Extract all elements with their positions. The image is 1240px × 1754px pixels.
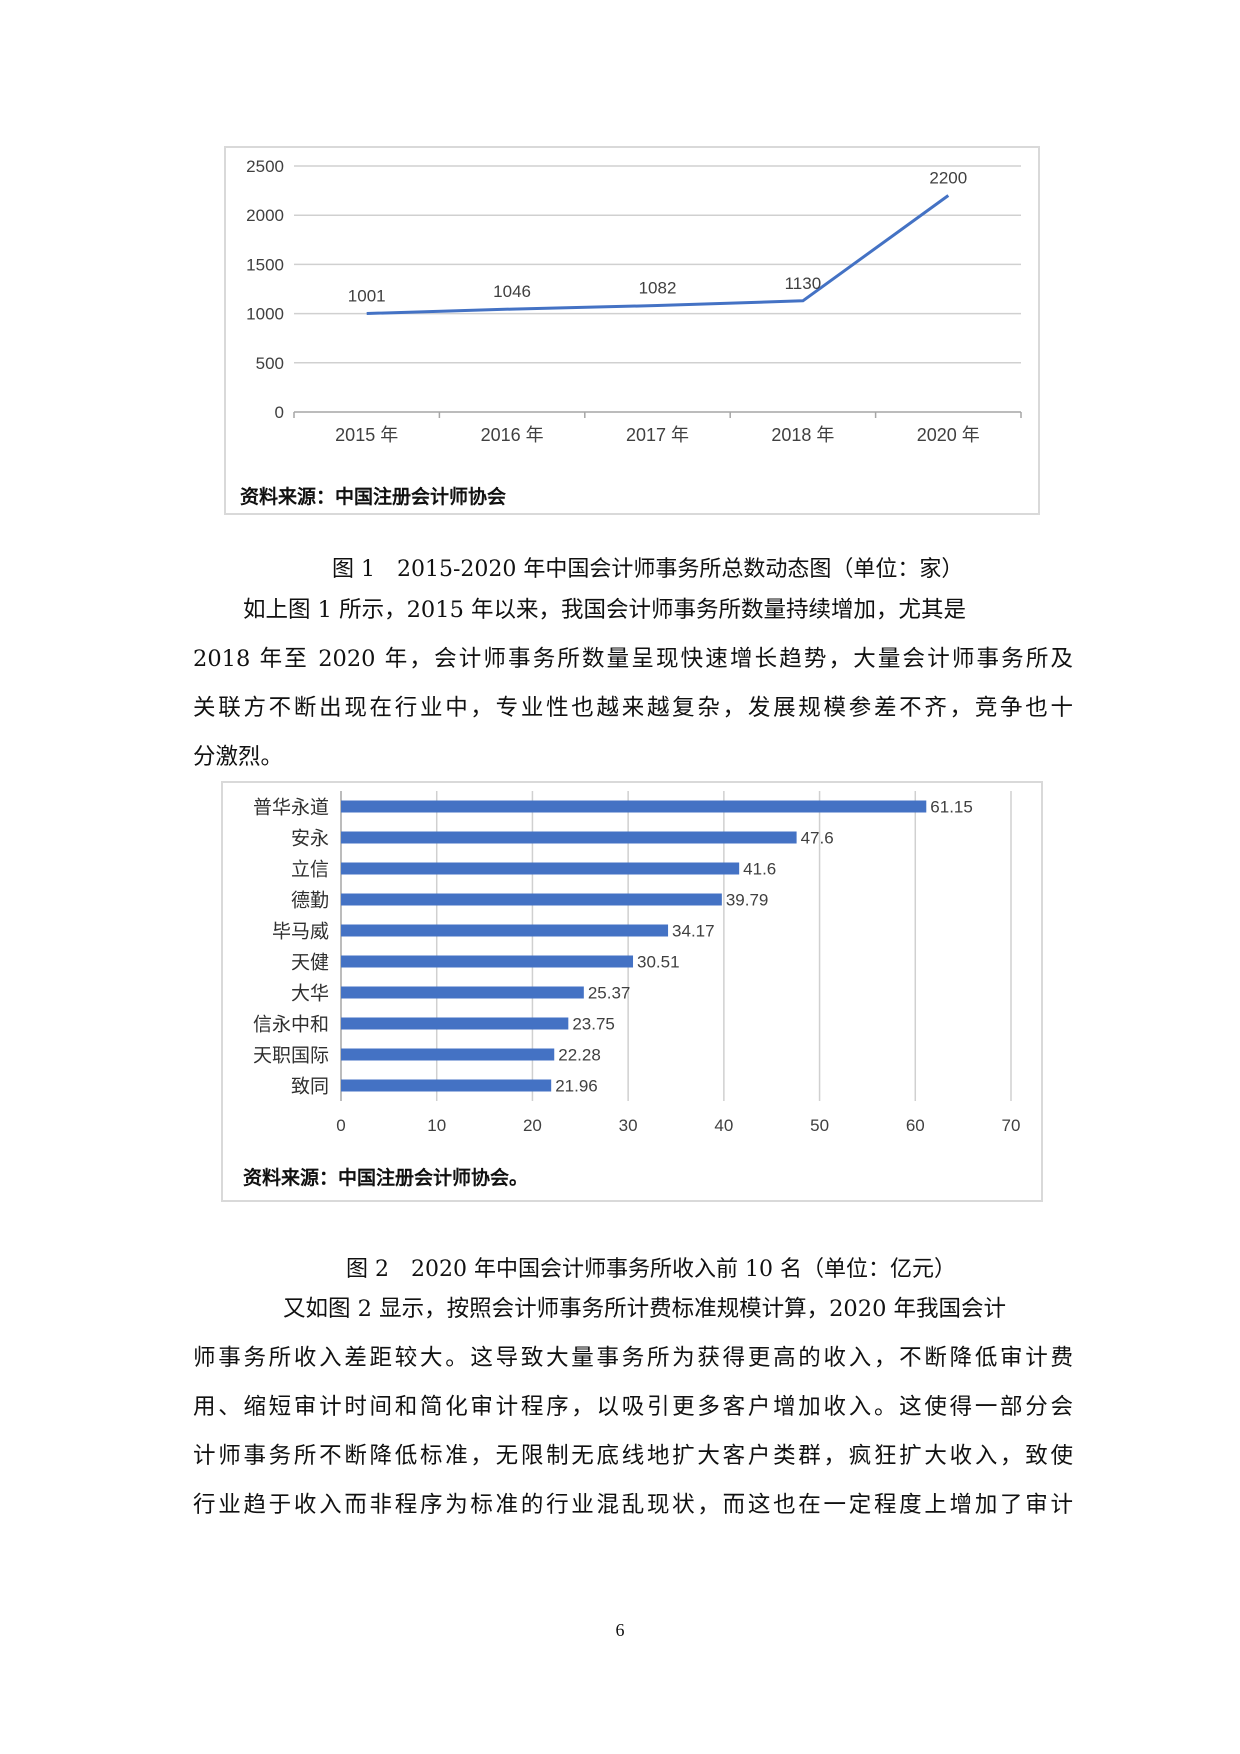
x-tick-label: 0 (336, 1116, 345, 1135)
x-tick-label: 2017 年 (626, 425, 689, 445)
bar (341, 1048, 555, 1061)
data-label: 2200 (929, 169, 967, 188)
category-label: 大华 (291, 983, 329, 1005)
paragraph-1: 如上图 1 所示，2015 年以来，我国会计师事务所数量持续增加，尤其是 201… (193, 586, 1073, 782)
category-label: 德勤 (291, 890, 329, 912)
chart2-bar-chart: 0 10 20 30 40 50 60 70 普华永道 61.15 安永 47.6 立信 41.6 德勤 39… (253, 791, 1021, 1135)
data-label: 1001 (348, 287, 386, 306)
bar (341, 924, 669, 937)
chart2-container: 0 10 20 30 40 50 60 70 普华永道 61.15 安永 47.6 立信 41.6 德勤 39… (221, 781, 1043, 1202)
chart1-container: 0 500 1000 1500 2000 2500 2015 年 2016 年 2017 年 20… (224, 146, 1040, 515)
bar (341, 893, 722, 906)
data-label: 25.37 (588, 984, 631, 1003)
y-tick-label: 1500 (246, 255, 284, 274)
category-label: 普华永道 (253, 797, 329, 819)
paragraph-2-line: 用、缩短审计时间和简化审计程序，以吸引更多客户增加收入。这使得一部分会 (193, 1394, 1073, 1420)
bar (341, 831, 797, 844)
x-tick-label: 70 (1002, 1116, 1021, 1135)
category-label: 毕马威 (272, 921, 329, 943)
data-label: 23.75 (572, 1015, 615, 1034)
chart1-source-note: 资料来源：中国注册会计师协会 (240, 486, 507, 508)
paragraph-2-line: 又如图 2 显示，按照会计师事务所计费标准规模计算，2020 年我国会计 (283, 1296, 1007, 1322)
paragraph-1-line: 关联方不断出现在行业中，专业性也越来越复杂，发展规模参差不齐，竞争也十 (193, 695, 1073, 721)
x-tick-label: 2018 年 (771, 425, 834, 445)
x-tick-label: 60 (906, 1116, 925, 1135)
category-label: 天健 (291, 952, 329, 974)
figure1-caption: 图 1 2015-2020 年中国会计师事务所总数动态图（单位：家） (332, 557, 964, 582)
paragraph-1-line: 分激烈。 (193, 744, 284, 770)
bar (341, 800, 927, 813)
x-tick-label: 40 (714, 1116, 733, 1135)
y-tick-label: 2500 (246, 157, 284, 176)
data-label: 47.6 (801, 829, 834, 848)
category-label: 致同 (291, 1076, 329, 1098)
y-tick-label: 500 (256, 354, 284, 373)
bar (341, 986, 584, 999)
data-label: 1130 (785, 274, 822, 293)
x-tick-label: 20 (523, 1116, 542, 1135)
category-label: 立信 (291, 859, 329, 881)
x-tick-label: 2015 年 (335, 425, 398, 445)
bar (341, 1079, 552, 1092)
paragraph-2: 又如图 2 显示，按照会计师事务所计费标准规模计算，2020 年我国会计 师事务… (193, 1285, 1073, 1530)
x-tick-label: 10 (427, 1116, 446, 1135)
chart2-source-note: 资料来源：中国注册会计师协会。 (243, 1167, 529, 1189)
y-tick-label: 2000 (246, 206, 284, 225)
chart1-line-chart: 0 500 1000 1500 2000 2500 2015 年 2016 年 2017 年 20… (246, 157, 1022, 445)
bar (341, 955, 634, 968)
data-label: 30.51 (637, 953, 680, 972)
paragraph-2-line: 计师事务所不断降低标准，无限制无底线地扩大客户类群，疯狂扩大收入，致使 (193, 1443, 1073, 1469)
data-label: 61.15 (930, 798, 973, 817)
data-label: 21.96 (555, 1077, 598, 1096)
x-tick-label: 2020 年 (917, 425, 980, 445)
data-label: 39.79 (726, 891, 769, 910)
paragraph-2-line: 师事务所收入差距较大。这导致大量事务所为获得更高的收入，不断降低审计费 (193, 1345, 1073, 1371)
category-label: 信永中和 (253, 1014, 329, 1036)
x-tick-label: 30 (619, 1116, 638, 1135)
page-number: 6 (615, 1620, 625, 1640)
category-label: 安永 (291, 828, 329, 850)
data-label: 34.17 (672, 922, 715, 941)
data-label: 22.28 (558, 1046, 601, 1065)
bar (341, 1017, 569, 1030)
data-label: 1046 (493, 282, 531, 301)
x-tick-label: 50 (810, 1116, 829, 1135)
y-tick-label: 1000 (246, 305, 284, 324)
paragraph-1-line: 2018 年至 2020 年，会计师事务所数量呈现快速增长趋势，大量会计师事务所… (193, 646, 1073, 672)
figure2-caption: 图 2 2020 年中国会计师事务所收入前 10 名（单位：亿元） (346, 1257, 956, 1282)
x-tick-label: 2016 年 (481, 425, 544, 445)
category-label: 天职国际 (253, 1045, 329, 1067)
paragraph-1-line: 如上图 1 所示，2015 年以来，我国会计师事务所数量持续增加，尤其是 (243, 597, 967, 623)
y-tick-label: 0 (275, 403, 284, 422)
data-label: 41.6 (743, 860, 776, 879)
bar (341, 862, 740, 875)
paragraph-2-line: 行业趋于收入而非程序为标准的行业混乱现状，而这也在一定程度上增加了审计 (193, 1492, 1073, 1518)
data-label: 1082 (639, 279, 677, 298)
